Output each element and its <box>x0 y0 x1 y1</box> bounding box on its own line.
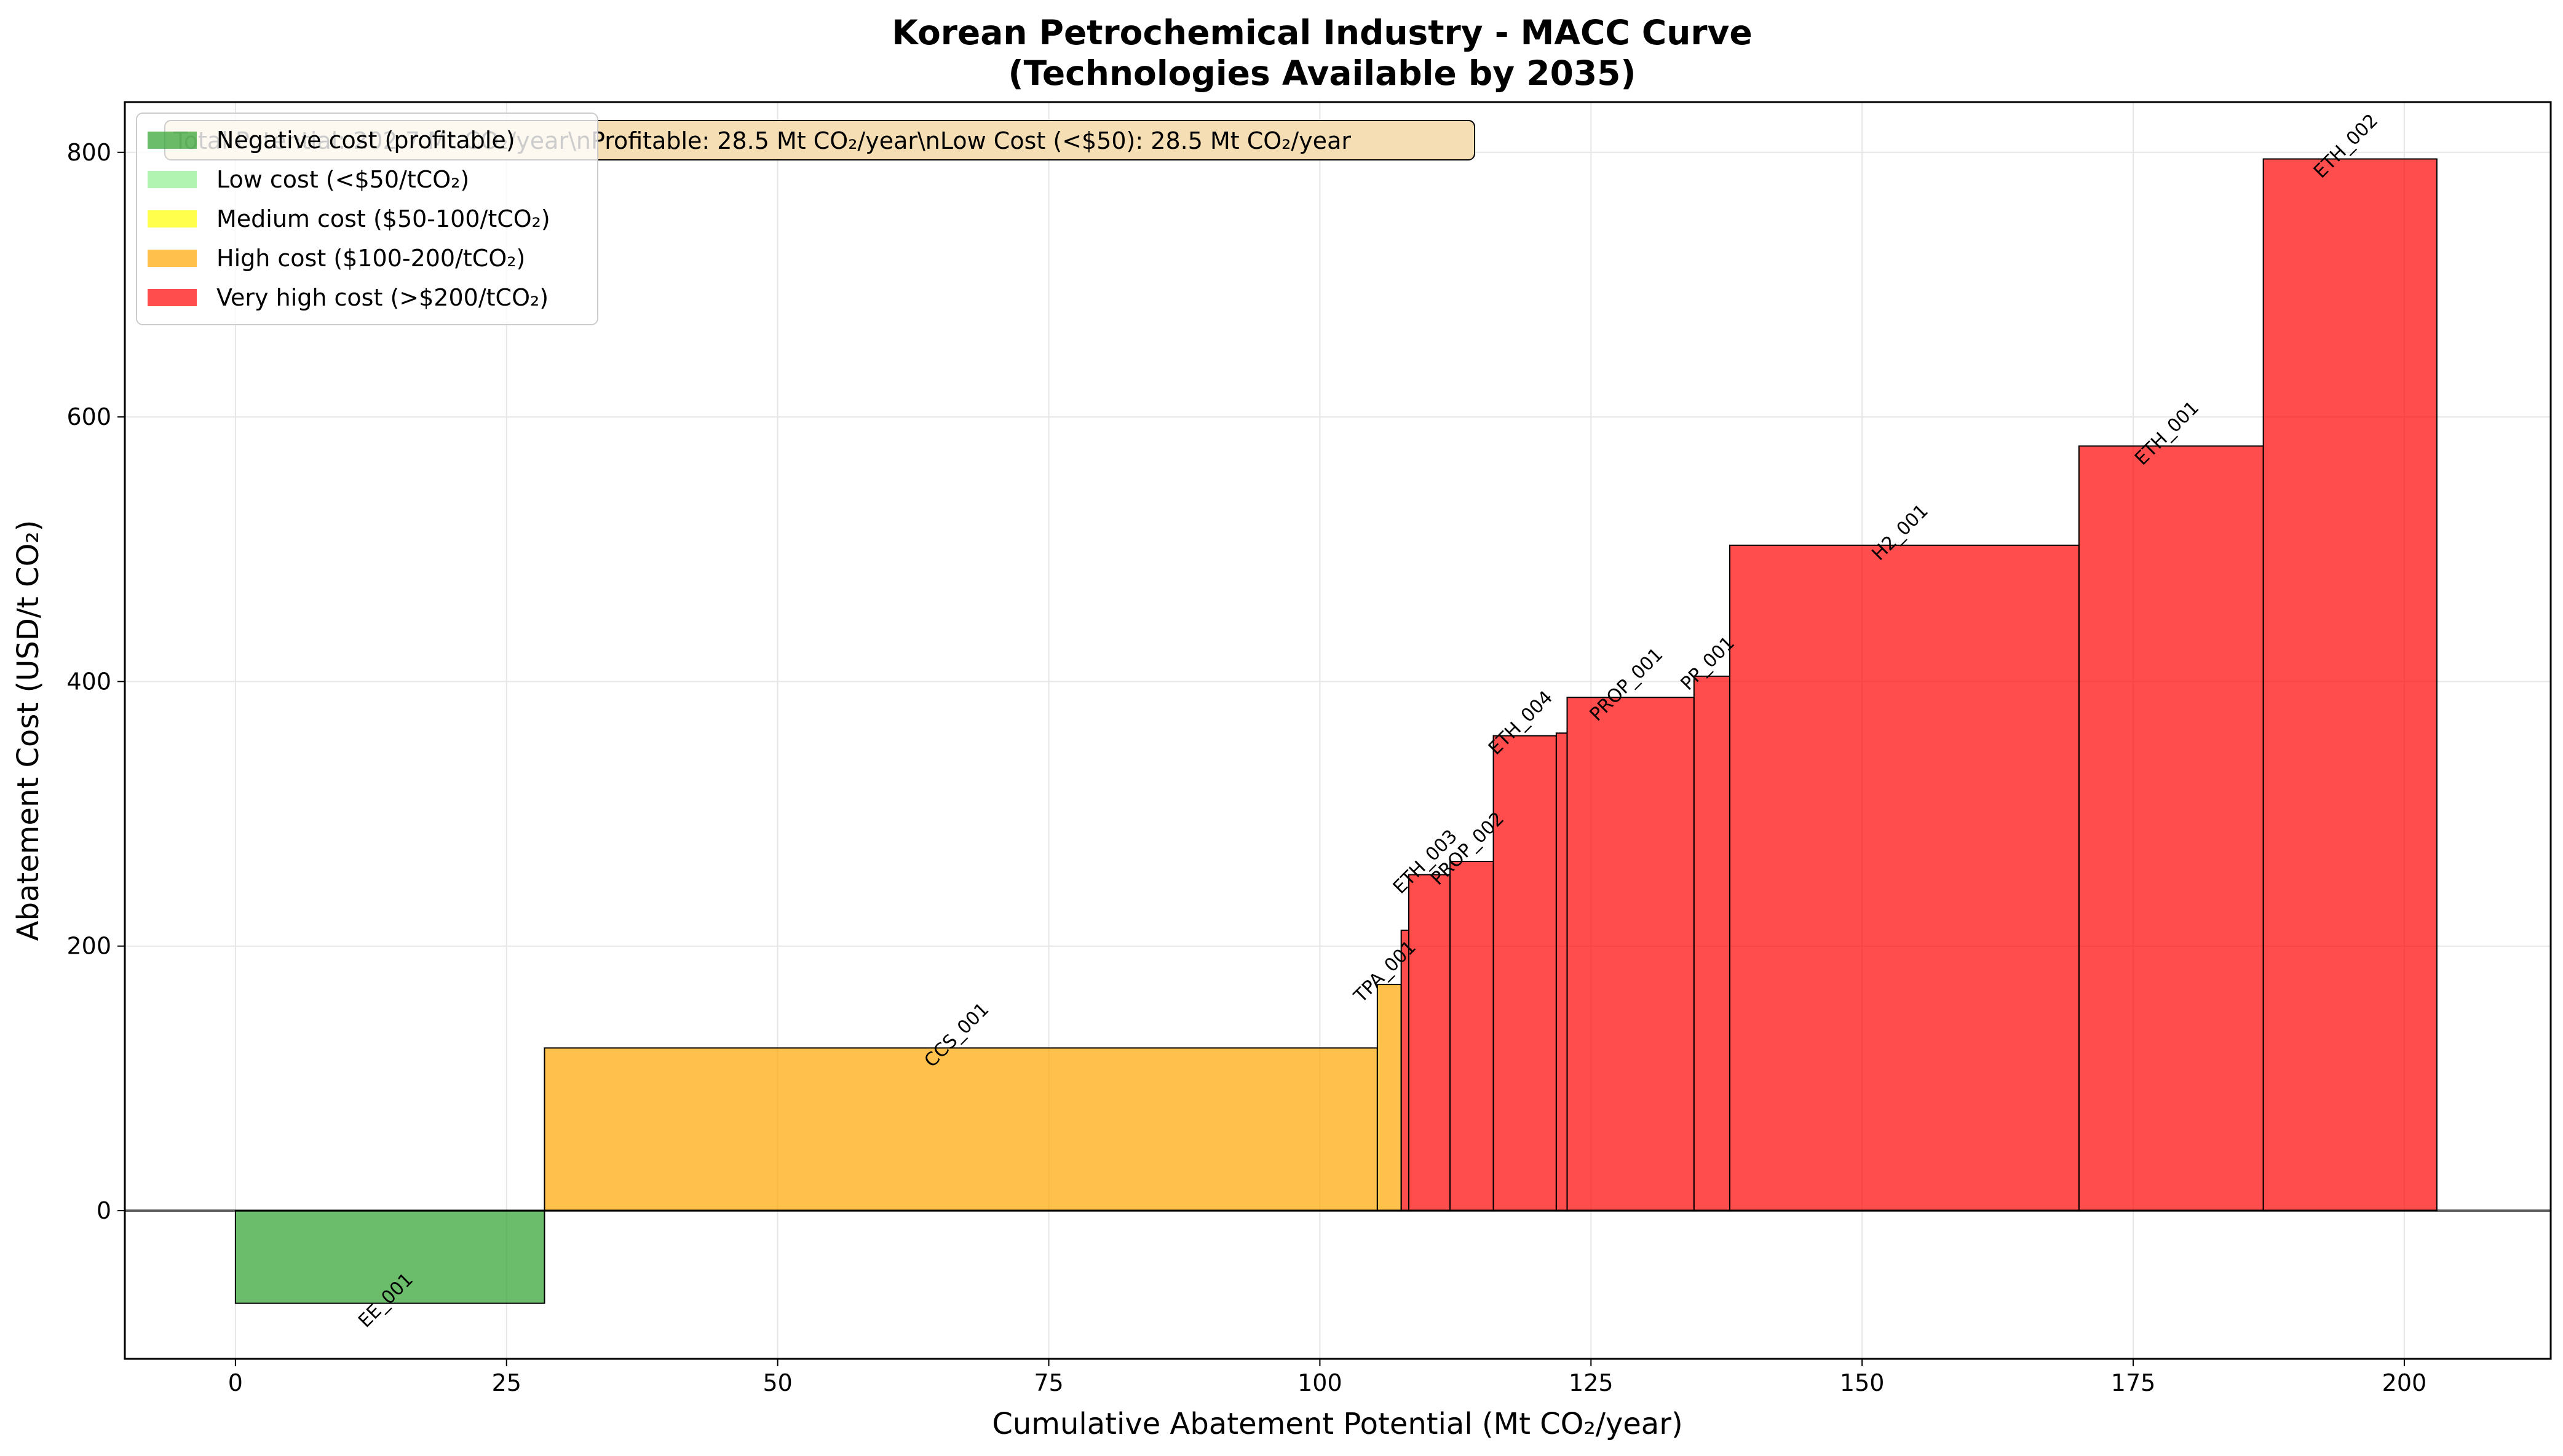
macc-bar <box>1555 732 1568 1212</box>
legend-label: Negative cost (profitable) <box>216 127 515 154</box>
y-axis-label: Abatement Cost (USD/t CO₂) <box>11 520 46 941</box>
legend: Negative cost (profitable) Low cost (<$50… <box>136 113 598 325</box>
x-tick-label: 0 <box>228 1369 243 1396</box>
macc-bar <box>2262 158 2438 1212</box>
macc-bar <box>1376 984 1402 1212</box>
macc-bar <box>1729 544 2080 1212</box>
legend-label: Very high cost (>$200/tCO₂) <box>216 284 549 311</box>
legend-swatch <box>148 132 197 149</box>
bars-layer <box>234 158 2438 1304</box>
macc-bar <box>1566 697 1695 1212</box>
x-tick-label: 125 <box>1569 1369 1614 1396</box>
y-tick-label: 0 <box>97 1197 111 1224</box>
x-tick-label: 25 <box>492 1369 521 1396</box>
x-tick-label: 150 <box>1840 1369 1885 1396</box>
legend-label: High cost ($100-200/tCO₂) <box>216 245 525 272</box>
y-tick-label: 200 <box>66 933 111 960</box>
macc-bar <box>1400 929 1410 1212</box>
macc-bar <box>1449 861 1494 1212</box>
x-axis-label: Cumulative Abatement Potential (Mt CO₂/y… <box>992 1407 1682 1441</box>
plot-frame <box>124 101 2552 1360</box>
x-tick-label: 200 <box>2382 1369 2427 1396</box>
y-axis: 0 200 400 600 800 <box>66 139 125 1224</box>
macc-bar <box>1492 735 1557 1212</box>
legend-swatch <box>148 250 197 267</box>
x-tick-label: 50 <box>763 1369 792 1396</box>
legend-swatch <box>148 171 197 188</box>
macc-bar <box>1693 675 1731 1212</box>
chart-title-line-2: (Technologies Available by 2035) <box>1008 53 1636 93</box>
x-tick-label: 100 <box>1297 1369 1342 1396</box>
legend-swatch <box>148 210 197 228</box>
macc-bar <box>234 1210 545 1304</box>
x-tick-label: 175 <box>2111 1369 2156 1396</box>
legend-label: Low cost (<$50/tCO₂) <box>216 166 469 193</box>
x-axis: 0 25 50 75 100 125 150 175 200 <box>228 1359 2426 1396</box>
macc-bar <box>1408 874 1451 1212</box>
y-tick-label: 600 <box>66 403 111 430</box>
legend-box <box>136 113 598 325</box>
legend-swatch <box>148 289 197 306</box>
chart-title-line-1: Korean Petrochemical Industry - MACC Cur… <box>892 13 1752 52</box>
y-tick-label: 800 <box>66 139 111 166</box>
macc-bar <box>544 1047 1378 1212</box>
x-tick-label: 75 <box>1034 1369 1063 1396</box>
legend-label: Medium cost ($50-100/tCO₂) <box>216 205 550 232</box>
y-tick-label: 400 <box>66 668 111 695</box>
macc-bar <box>2078 445 2264 1212</box>
